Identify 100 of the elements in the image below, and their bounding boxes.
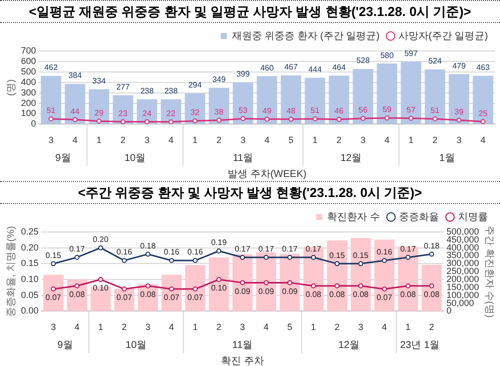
x-tick-label: 3 [144, 135, 150, 146]
x-tick-label: 3 [360, 135, 366, 146]
x-tick-label: 4 [169, 322, 174, 332]
y-tick-label: 0.15 [20, 258, 39, 268]
data-label: 0.08 [306, 290, 322, 300]
y2-tick-label: 300,000 [446, 258, 480, 268]
x-tick-label: 4 [382, 322, 387, 332]
point [429, 283, 434, 288]
data-label: 384 [68, 71, 82, 80]
x-tick-label: 1 [98, 322, 104, 332]
x-tick-label: 1 [192, 135, 198, 146]
data-label: 0.08 [424, 290, 440, 300]
data-label: 25 [478, 108, 488, 118]
data-label: 0.09 [282, 286, 298, 296]
point [382, 258, 387, 264]
data-label: 0.17 [258, 244, 274, 254]
point [287, 280, 292, 286]
point [50, 286, 56, 292]
text: 11월 [232, 340, 253, 351]
data-label: 0.09 [234, 286, 251, 296]
x-tick-label: 3 [145, 322, 150, 332]
data-label: 0.07 [187, 293, 204, 302]
bar [303, 247, 324, 312]
data-label: 32 [190, 108, 200, 118]
bar [327, 240, 348, 312]
text: 9월 [57, 340, 73, 351]
point [406, 283, 410, 288]
data-label: 0.08 [352, 290, 370, 300]
data-label: 464 [332, 62, 346, 72]
point [310, 254, 316, 260]
text: 10월 [126, 340, 147, 351]
y-tick-label: 0 [31, 118, 36, 129]
bar [280, 254, 300, 312]
data-label: 524 [428, 56, 442, 66]
point [216, 248, 222, 254]
data-label: 0.09 [258, 286, 274, 296]
legend-label: 치명률 [458, 212, 488, 223]
point [74, 254, 80, 260]
data-label: 0.08 [400, 290, 416, 300]
data-label: 0.17 [282, 244, 298, 254]
data-label: 51 [430, 106, 440, 116]
bar [400, 62, 422, 124]
data-label: 48 [286, 106, 296, 116]
text: 12월 [340, 152, 362, 164]
bar [40, 76, 62, 124]
bar [90, 286, 111, 312]
data-label: 0.08 [140, 290, 156, 300]
x-tick-label: 2 [216, 135, 222, 146]
x-tick-label: 4 [168, 135, 174, 146]
point [358, 283, 364, 288]
y-tick-label: 0.05 [20, 290, 39, 300]
data-label: 0.10 [211, 284, 228, 293]
bar [398, 246, 418, 312]
x-tick-label: 1 [310, 322, 316, 332]
x-tick-label: 3 [456, 135, 462, 146]
y-tick-label: 600 [20, 56, 36, 66]
data-label: 238 [140, 86, 154, 96]
y2-tick-label: 100,000 [446, 290, 480, 300]
data-label: 528 [356, 56, 370, 66]
point [122, 258, 127, 264]
data-label: 0.19 [211, 238, 228, 248]
chart-title: <주간 위중증 환자 및 사망자 발생 현황('23.1.28. 0시 기준)> [0, 181, 500, 204]
point [429, 252, 434, 257]
data-label: 0.16 [116, 248, 133, 257]
data-label: 0.16 [164, 248, 180, 257]
point [382, 286, 387, 292]
point [264, 254, 269, 260]
point [98, 245, 104, 250]
bar [424, 69, 446, 124]
y-tick-label: 200 [20, 98, 36, 108]
y2-tick-label: 450,000 [446, 234, 480, 244]
point [216, 277, 222, 282]
x-tick-label: 4 [74, 322, 80, 332]
x-tick-label: 1 [408, 135, 414, 146]
data-label: 0.18 [424, 241, 440, 250]
bar [350, 238, 371, 312]
x-tick-label: 5 [287, 322, 292, 332]
data-label: 0.15 [352, 250, 370, 260]
bar [304, 78, 326, 124]
data-label: 0.07 [164, 293, 180, 302]
data-label: 0.15 [46, 250, 62, 260]
point [145, 252, 150, 257]
x-tick-label: 4 [264, 135, 270, 146]
data-label: 294 [188, 80, 202, 90]
y2-tick-label: 250,000 [446, 266, 480, 276]
data-label: 0.18 [140, 241, 156, 250]
point [334, 261, 340, 266]
x-tick-label: 3 [48, 135, 54, 146]
data-label: 0.17 [234, 244, 251, 254]
data-label: 0.16 [376, 248, 393, 257]
data-label: 49 [262, 106, 272, 116]
y-tick-label: 0.25 [20, 226, 39, 236]
data-label: 460 [260, 63, 274, 72]
y2-tick-label: 400,000 [446, 242, 480, 252]
text: 12월 [338, 340, 360, 351]
data-label: 0.17 [306, 244, 322, 254]
data-label: 0.15 [329, 250, 346, 260]
data-label: 0.10 [92, 284, 109, 293]
data-label: 51 [310, 106, 320, 116]
x-tick-label: 3 [358, 322, 364, 332]
